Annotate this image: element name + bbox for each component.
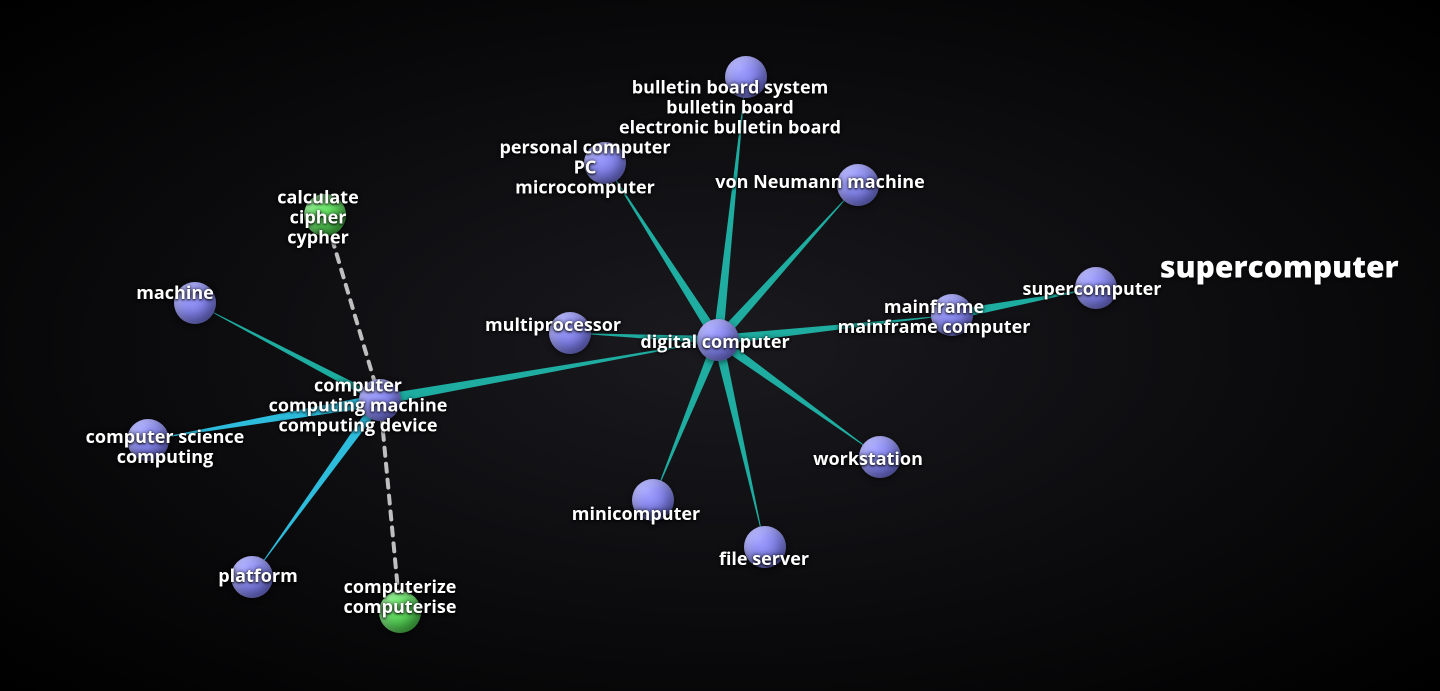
node-file_server[interactable] bbox=[744, 526, 786, 568]
edge bbox=[653, 338, 723, 500]
focus-title: supercomputer bbox=[1160, 246, 1399, 287]
edge bbox=[717, 315, 952, 345]
node-label: von Neumann machine bbox=[715, 173, 924, 193]
node-label: computercomputing machinecomputing devic… bbox=[269, 376, 448, 435]
edge bbox=[714, 185, 858, 343]
edge bbox=[380, 400, 400, 612]
node-von_neumann[interactable] bbox=[837, 164, 879, 206]
edge bbox=[195, 303, 382, 404]
edge bbox=[713, 339, 765, 547]
node-computer_science[interactable] bbox=[127, 419, 169, 461]
node-bulletin_board[interactable] bbox=[725, 56, 767, 98]
node-calculate[interactable] bbox=[304, 194, 346, 236]
node-personal_computer[interactable] bbox=[584, 142, 626, 184]
node-computer[interactable] bbox=[359, 379, 401, 421]
node-workstation[interactable] bbox=[859, 436, 901, 478]
node-multiprocessor[interactable] bbox=[549, 312, 591, 354]
node-digital_computer[interactable] bbox=[697, 319, 739, 361]
node-machine[interactable] bbox=[174, 282, 216, 324]
edge bbox=[570, 333, 718, 344]
node-computerize[interactable] bbox=[379, 591, 421, 633]
node-mainframe[interactable] bbox=[931, 294, 973, 336]
edge bbox=[325, 215, 380, 400]
edge bbox=[713, 77, 746, 341]
edge bbox=[379, 340, 718, 405]
node-minicomputer[interactable] bbox=[632, 479, 674, 521]
edge bbox=[148, 394, 381, 440]
node-supercomputer_node[interactable] bbox=[1075, 267, 1117, 309]
edge bbox=[605, 163, 722, 343]
network-graph[interactable]: machinecalculateciphercyphercomputer sci… bbox=[0, 0, 1440, 691]
node-platform[interactable] bbox=[231, 556, 273, 598]
edge bbox=[252, 397, 384, 577]
edge bbox=[715, 336, 880, 457]
